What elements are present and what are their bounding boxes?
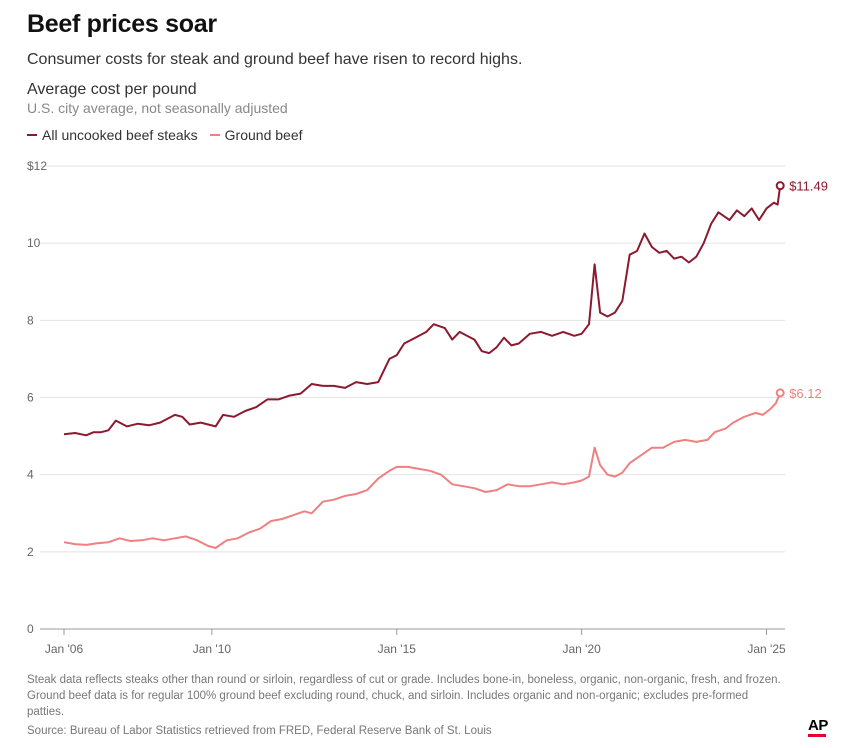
ap-logo-bar bbox=[808, 734, 826, 737]
footnote: Steak data reflects steaks other than ro… bbox=[27, 674, 781, 718]
y-tick-label: 8 bbox=[27, 313, 34, 327]
y-tick-label: 6 bbox=[27, 391, 34, 405]
x-tick-label: Jan '20 bbox=[562, 642, 601, 656]
x-tick-label: Jan '15 bbox=[378, 642, 417, 656]
chart-heading: Average cost per pound bbox=[27, 81, 197, 98]
series-line-steaks bbox=[63, 185, 782, 437]
chart-title: Beef prices soar bbox=[27, 10, 217, 38]
line-chart: 0 2 4 6 8 10 $12 Jan '06 Jan '10 Jan '15 Jan '20 Ja… bbox=[27, 159, 828, 656]
source-note: Source: Bureau of Labor Statistics retri… bbox=[27, 725, 492, 737]
y-tick-label: 0 bbox=[27, 622, 34, 636]
legend-label-steaks: All uncooked beef steaks bbox=[42, 127, 198, 143]
chart-subtitle: Consumer costs for steak and ground beef… bbox=[27, 51, 523, 68]
chart-subheading: U.S. city average, not seasonally adjust… bbox=[27, 100, 288, 116]
end-marker-ground-beef bbox=[775, 388, 785, 398]
x-tick-label: Jan '25 bbox=[747, 642, 786, 656]
series-line-ground-beef bbox=[63, 392, 782, 549]
legend-swatch-ground-beef bbox=[209, 134, 220, 136]
legend-label-ground-beef: Ground beef bbox=[224, 127, 303, 143]
y-tick-label: $12 bbox=[27, 159, 47, 173]
x-tick-label: Jan '10 bbox=[193, 642, 232, 656]
end-marker-steaks bbox=[775, 181, 785, 191]
legend: All uncooked beef steaks Ground beef bbox=[27, 127, 303, 143]
legend-item-ground-beef: Ground beef bbox=[209, 127, 303, 143]
end-label-ground-beef: $6.12 bbox=[789, 386, 822, 401]
legend-item-steaks: All uncooked beef steaks bbox=[27, 127, 198, 143]
x-tick-label: Jan '06 bbox=[45, 642, 84, 656]
y-tick-label: 4 bbox=[27, 468, 34, 482]
ap-logo: AP bbox=[808, 717, 828, 734]
y-tick-label: 2 bbox=[27, 545, 34, 559]
y-tick-label: 10 bbox=[27, 236, 41, 250]
legend-swatch-steaks bbox=[27, 134, 37, 136]
end-label-steaks: $11.49 bbox=[789, 179, 828, 194]
